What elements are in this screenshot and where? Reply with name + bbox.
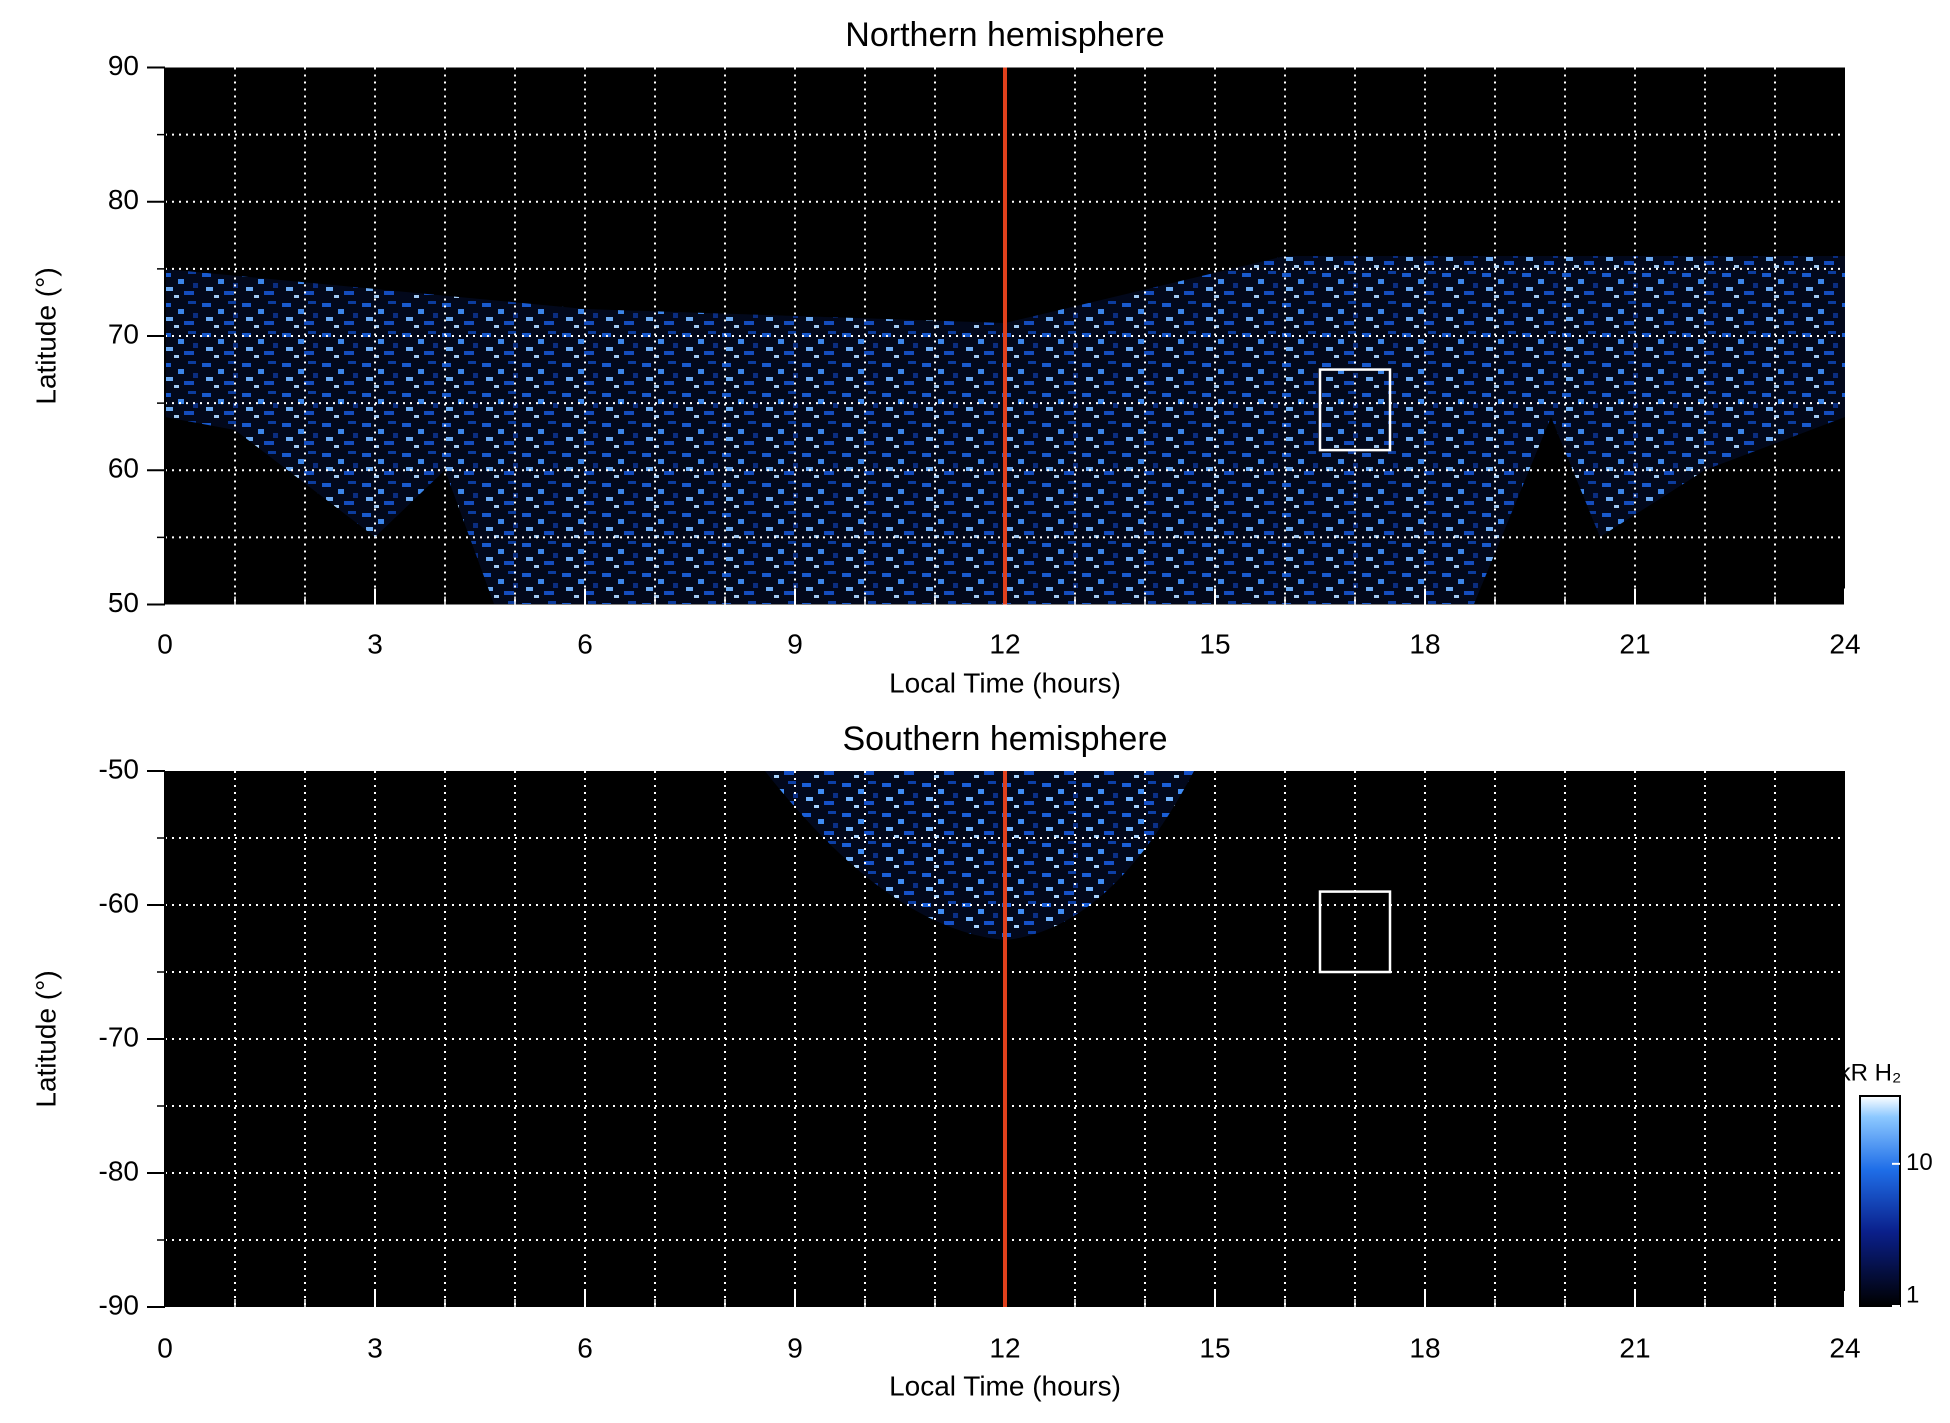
y-tick-label: 50 bbox=[108, 587, 139, 618]
colorbar-label: kR H₂ bbox=[1839, 1059, 1902, 1086]
x-tick-label: 15 bbox=[1199, 628, 1230, 659]
emission bbox=[765, 771, 1194, 940]
x-tick-label: 6 bbox=[577, 1332, 593, 1363]
y-tick-label: -70 bbox=[99, 1021, 139, 1052]
colorbar-tick-label: 1 bbox=[1906, 1281, 1919, 1308]
x-tick-label: 3 bbox=[367, 1332, 383, 1363]
y-tick-label: 60 bbox=[108, 453, 139, 484]
y-tick-label: 70 bbox=[108, 318, 139, 349]
x-tick-label: 18 bbox=[1409, 1332, 1440, 1363]
panel-title: Northern hemisphere bbox=[845, 16, 1164, 54]
x-tick-label: 0 bbox=[157, 628, 173, 659]
y-tick-label: -50 bbox=[99, 753, 139, 784]
x-tick-label: 21 bbox=[1619, 628, 1650, 659]
x-tick-label: 21 bbox=[1619, 1332, 1650, 1363]
x-tick-label: 24 bbox=[1829, 628, 1860, 659]
x-tick-label: 6 bbox=[577, 628, 593, 659]
x-axis-label: Local Time (hours) bbox=[889, 1370, 1121, 1401]
y-tick-label: -80 bbox=[99, 1155, 139, 1186]
x-tick-label: 3 bbox=[367, 628, 383, 659]
colorbar-tick-label: 10 bbox=[1906, 1149, 1933, 1176]
x-tick-label: 18 bbox=[1409, 628, 1440, 659]
x-tick-label: 24 bbox=[1829, 1332, 1860, 1363]
x-tick-label: 0 bbox=[157, 1332, 173, 1363]
colorbar bbox=[1859, 1095, 1901, 1307]
y-tick-label: -90 bbox=[99, 1289, 139, 1320]
y-tick-label: 90 bbox=[108, 50, 139, 81]
x-tick-label: 15 bbox=[1199, 1332, 1230, 1363]
region-box bbox=[1318, 368, 1392, 452]
y-axis-label: Latitude (°) bbox=[30, 970, 61, 1107]
panel-title: Southern hemisphere bbox=[842, 720, 1167, 758]
x-tick-label: 9 bbox=[787, 1332, 803, 1363]
y-axis-label: Latitude (°) bbox=[30, 267, 61, 404]
x-tick-label: 12 bbox=[989, 628, 1020, 659]
x-tick-label: 9 bbox=[787, 628, 803, 659]
x-tick-label: 12 bbox=[989, 1332, 1020, 1363]
region-box bbox=[1318, 890, 1392, 974]
x-axis-label: Local Time (hours) bbox=[889, 667, 1121, 698]
y-tick-label: 80 bbox=[108, 184, 139, 215]
y-tick-label: -60 bbox=[99, 887, 139, 918]
